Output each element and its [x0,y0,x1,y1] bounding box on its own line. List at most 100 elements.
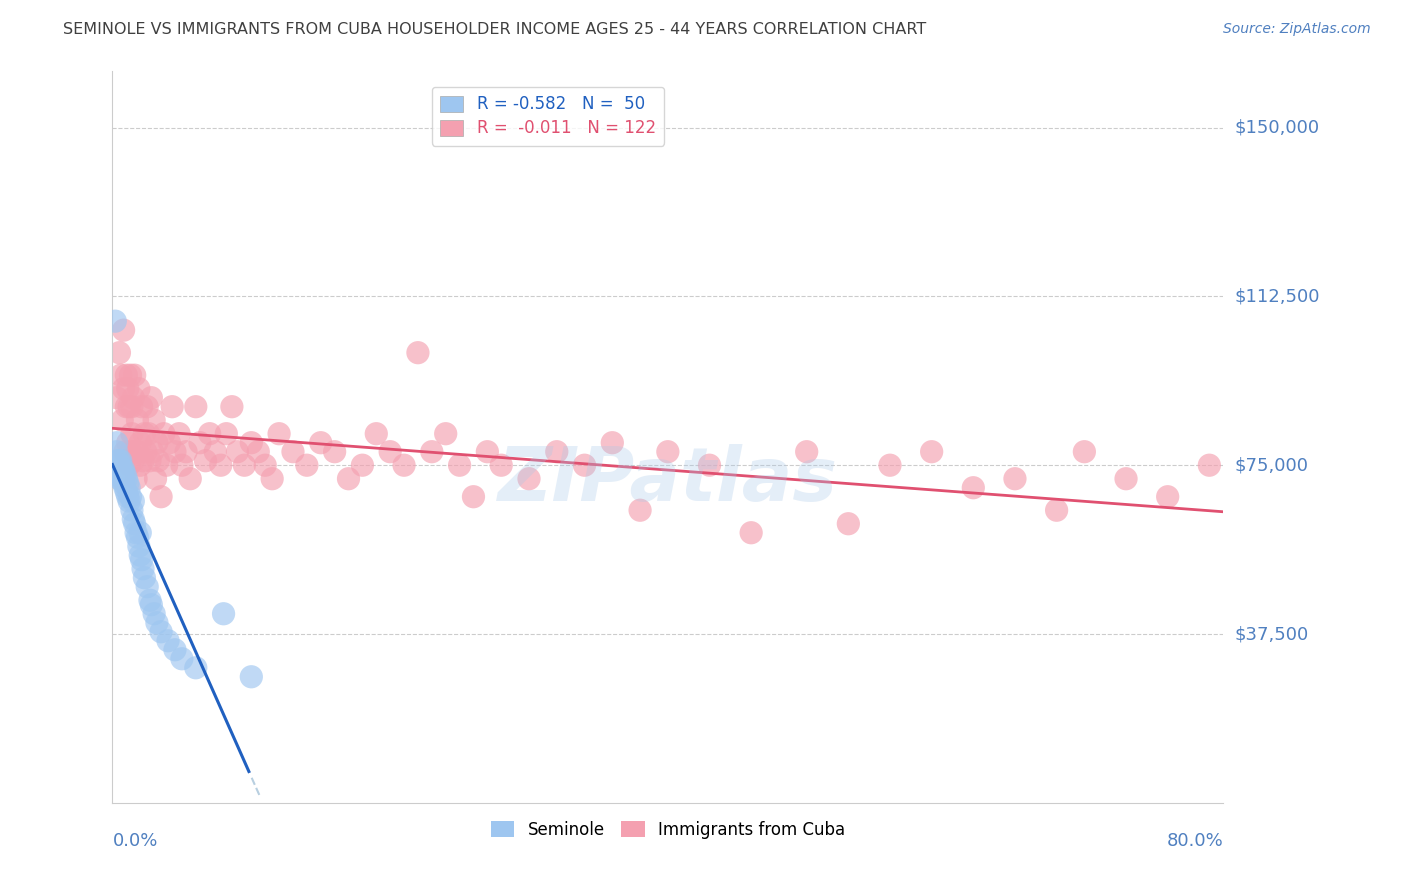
Text: $112,500: $112,500 [1234,287,1320,305]
Point [380,444,402,458]
Point [145,472,167,486]
Point [491,458,513,473]
Point [796,444,818,458]
Point [602,435,624,450]
Point [135,444,157,458]
Point [194,453,217,467]
Point [463,490,485,504]
Point [215,426,238,441]
Point [1337,548,1360,562]
Point [117,476,139,491]
Point [114,481,136,495]
Point [122,512,145,526]
Point [170,458,193,473]
Point [124,368,146,383]
Point [204,444,226,458]
Point [117,382,139,396]
Point [120,444,142,458]
Point [226,444,249,458]
Point [546,444,568,458]
Point [157,435,180,450]
Point [114,467,136,482]
Point [138,426,160,441]
Point [170,652,193,666]
Point [420,444,443,458]
Point [112,382,135,396]
Point [128,539,150,553]
Point [143,413,166,427]
Point [1156,490,1178,504]
Point [233,458,256,473]
Point [110,467,132,482]
Point [115,368,138,383]
Point [128,382,150,396]
Point [150,624,173,639]
Point [323,444,346,458]
Point [124,444,146,458]
Point [1115,472,1137,486]
Point [141,598,163,612]
Point [449,458,471,473]
Point [110,458,132,473]
Point [105,444,128,458]
Point [136,580,159,594]
Point [142,444,165,458]
Point [1392,534,1406,549]
Point [122,453,145,467]
Point [107,453,129,467]
Point [127,530,149,544]
Text: ZIPatlas: ZIPatlas [498,444,838,517]
Point [141,391,163,405]
Point [148,453,170,467]
Text: 0.0%: 0.0% [112,832,157,850]
Point [120,490,142,504]
Point [121,426,143,441]
Point [129,548,152,562]
Point [657,444,679,458]
Point [129,458,152,473]
Point [132,453,155,467]
Point [115,485,138,500]
Point [108,453,131,467]
Point [110,453,132,467]
Point [104,314,127,328]
Point [146,615,169,630]
Point [740,525,762,540]
Point [127,413,149,427]
Point [153,426,176,441]
Point [118,481,141,495]
Point [1281,525,1303,540]
Point [118,400,141,414]
Point [198,426,221,441]
Point [1379,548,1402,562]
Point [118,458,141,473]
Point [163,444,186,458]
Text: SEMINOLE VS IMMIGRANTS FROM CUBA HOUSEHOLDER INCOME AGES 25 - 44 YEARS CORRELATI: SEMINOLE VS IMMIGRANTS FROM CUBA HOUSEHO… [63,22,927,37]
Point [295,458,318,473]
Point [111,467,134,482]
Point [115,472,138,486]
Point [434,426,457,441]
Point [254,458,277,473]
Point [574,458,596,473]
Point [1045,503,1069,517]
Point [129,525,152,540]
Point [110,368,132,383]
Point [160,400,183,414]
Point [1309,503,1331,517]
Point [209,458,232,473]
Point [108,472,131,486]
Point [1073,444,1095,458]
Point [120,368,142,383]
Point [1254,503,1277,517]
Point [108,463,131,477]
Point [143,607,166,621]
Point [115,400,138,414]
Point [1323,525,1346,540]
Point [1295,490,1317,504]
Point [962,481,984,495]
Point [108,345,131,359]
Point [129,435,152,450]
Point [1226,472,1249,486]
Text: $37,500: $37,500 [1234,625,1309,643]
